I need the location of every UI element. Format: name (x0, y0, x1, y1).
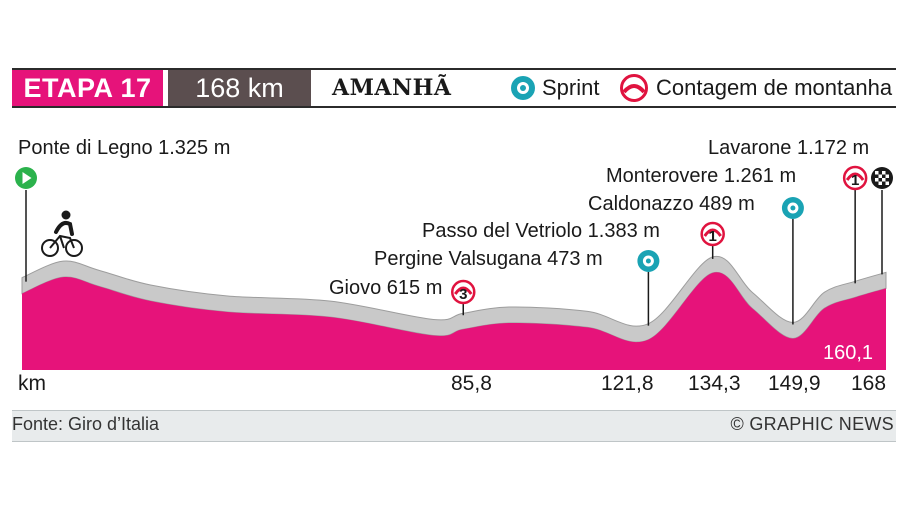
stage-day: AMANHÃ (332, 75, 452, 101)
checkered-square (875, 178, 879, 182)
legend-kom: Contagem de montanha (620, 70, 892, 106)
checkered-square (882, 171, 886, 175)
sprint-icon (511, 76, 535, 100)
cyclist-wheel (65, 239, 83, 257)
x-tick-label: 134,3 (688, 372, 741, 395)
x-tick-label: 168 (851, 372, 887, 395)
checkered-square (882, 178, 886, 182)
kom-category-label: 1 (709, 228, 717, 245)
checkered-square (885, 174, 889, 178)
checkered-square (878, 181, 882, 185)
source-note: Fonte: Giro d’Italia (12, 414, 160, 434)
mountain-climb-arc (454, 286, 473, 295)
stage-distance: 168 km (168, 70, 311, 106)
mountain-climb-arc (845, 172, 865, 181)
point-label-caldonazzo: Caldonazzo 489 m (588, 193, 755, 215)
cyclist-body (54, 221, 74, 236)
x-tick-label: 149,9 (768, 372, 821, 395)
start-label: Ponte di Legno 1.325 m (18, 137, 231, 159)
mountain-climb-icon (700, 221, 725, 247)
kom-category-label: 1 (851, 172, 859, 189)
top-rule (12, 68, 896, 70)
mountain-climb-icon (451, 279, 476, 305)
point-label-pergine: Pergine Valsugana 473 m (374, 248, 603, 270)
play-icon-triangle (22, 172, 32, 184)
header-rule (12, 106, 896, 108)
sprint-icon-dot (645, 258, 651, 264)
checkered-square (875, 171, 879, 175)
cyclist-frame (49, 234, 75, 249)
footer-bar (12, 410, 896, 442)
x-tick-label: 121,8 (601, 372, 654, 395)
finish-value-label: 160,1 (823, 342, 874, 364)
point-label-giovo: Giovo 615 m (329, 277, 443, 299)
point-label-monterovere: Monterovere 1.261 m (606, 165, 797, 187)
mountain-climb-icon (842, 165, 868, 191)
cyclist-head (61, 210, 71, 220)
legend-kom-label: Contagem de montanha (656, 75, 893, 100)
sprint-icon-dot (790, 205, 796, 211)
point-label-vetriolo: Passo del Vetriolo 1.383 m (422, 220, 660, 242)
checkered-square (885, 181, 889, 185)
kom-category-label: 3 (459, 286, 467, 303)
legend-sprint-label: Sprint (542, 75, 600, 100)
legend-sprint: Sprint (510, 70, 599, 106)
finish-label: Lavarone 1.172 m (708, 137, 870, 159)
mountain-climb-arc (703, 228, 722, 237)
profile-area (22, 272, 886, 370)
credit-note: © GRAPHIC NEWS (730, 414, 894, 434)
stage-number: ETAPA 17 (12, 70, 163, 106)
x-tick-label: 85,8 (451, 372, 492, 395)
mountain-climb-icon (620, 74, 648, 102)
x-axis-label: km (18, 372, 46, 395)
cyclist-icon (41, 239, 59, 257)
checkered-square (878, 174, 882, 178)
